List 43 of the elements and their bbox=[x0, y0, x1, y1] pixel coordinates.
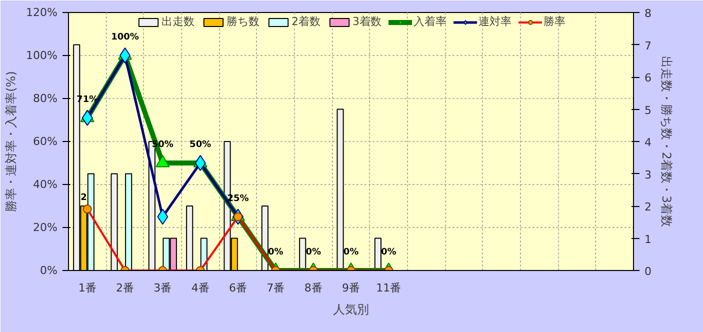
data-label: 50% bbox=[190, 140, 212, 150]
x-tick-label: 2番 bbox=[116, 282, 134, 294]
point bbox=[194, 155, 206, 171]
legend-label: 連対率 bbox=[478, 14, 512, 29]
x-tick-label: 9番 bbox=[342, 282, 360, 294]
y2-tick-label: 4 bbox=[644, 136, 652, 149]
legend-label: 勝率 bbox=[544, 14, 566, 29]
y-tick-label: 80% bbox=[33, 92, 58, 105]
y-tick-label: 120% bbox=[26, 6, 58, 19]
legend-label: 入着率 bbox=[414, 14, 446, 29]
data-label: 0% bbox=[306, 248, 321, 258]
y2-tick-label: 5 bbox=[644, 104, 652, 117]
y2-tick-label: 3 bbox=[644, 168, 652, 182]
y2-axis-title: 出走数・勝ち数・2着数・3着数 bbox=[660, 56, 674, 228]
y2-tick-label: 7 bbox=[644, 39, 652, 52]
y-tick-label: 0% bbox=[40, 264, 58, 277]
x-axis-title: 人気別 bbox=[333, 302, 369, 316]
legend-label: 勝ち数 bbox=[226, 14, 260, 29]
point bbox=[156, 154, 170, 168]
data-label: 0% bbox=[268, 248, 284, 258]
data-label: 0% bbox=[381, 248, 396, 258]
legend-label: 出走数 bbox=[162, 14, 194, 29]
x-tick-label: 3番 bbox=[154, 282, 172, 294]
y-tick-label: 60% bbox=[33, 135, 58, 148]
y-tick-label: 100% bbox=[26, 49, 58, 62]
data-label: 100% bbox=[111, 32, 139, 42]
legend-label: 3着数 bbox=[352, 14, 382, 29]
x-tick-label: 1番 bbox=[78, 282, 96, 294]
y-tick-label: 20% bbox=[33, 221, 58, 234]
x-tick-label: 7番 bbox=[266, 282, 285, 294]
y2-tick-label: 6 bbox=[644, 72, 652, 84]
y2-tick-label: 1 bbox=[644, 232, 652, 246]
y2-tick-label: 2 bbox=[644, 200, 652, 214]
y2-tick-label: 0 bbox=[644, 265, 652, 278]
data-label: 2 bbox=[80, 193, 87, 203]
y-tick-label: 40% bbox=[33, 178, 58, 191]
y-axis-title: 勝率・連対率・入着率(%) bbox=[4, 71, 18, 212]
legend-label: 2着数 bbox=[292, 14, 320, 29]
x-tick-label: 6番 bbox=[229, 282, 247, 294]
x-tick-label: 8番 bbox=[304, 282, 322, 294]
y2-tick-label: 8 bbox=[644, 7, 652, 20]
x-tick-label: 11番 bbox=[376, 282, 402, 294]
x-tick-label: 4番 bbox=[191, 282, 210, 294]
